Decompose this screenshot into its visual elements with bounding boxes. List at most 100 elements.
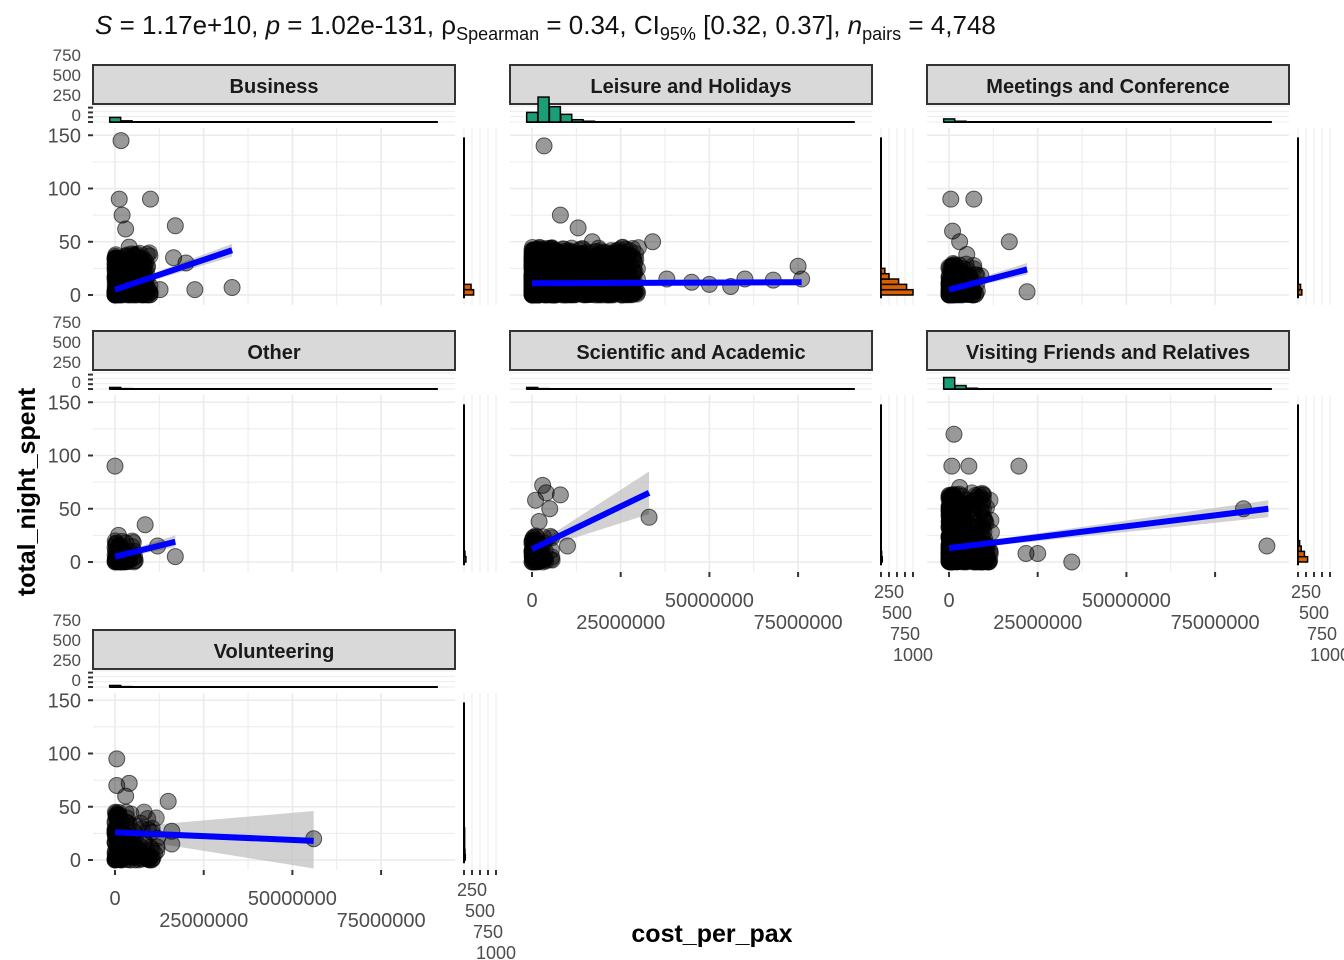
- right-hist-bar: [463, 283, 472, 291]
- marginal-y-tick-label: 250: [53, 86, 81, 105]
- regression-line: [114, 247, 234, 293]
- marginal-y-tick-label: 750: [53, 46, 81, 65]
- right-hist-bar: [463, 288, 475, 296]
- data-point: [562, 285, 580, 303]
- title-p-value: 1.02e-131: [309, 10, 427, 40]
- data-point: [120, 238, 138, 256]
- y-tick-label: 150: [48, 690, 81, 712]
- data-point: [141, 838, 159, 856]
- marginal-x-tick-label: 500: [1299, 603, 1329, 623]
- data-point: [561, 242, 579, 260]
- data-point: [123, 245, 141, 263]
- right-hist-bar: [1297, 283, 1302, 291]
- data-point: [599, 262, 617, 280]
- data-point: [530, 513, 548, 531]
- data-point: [528, 250, 546, 268]
- data-point: [945, 504, 963, 522]
- data-point: [569, 219, 587, 237]
- data-point: [1010, 457, 1028, 475]
- facet-strip-label: Leisure and Holidays: [590, 76, 791, 98]
- facet-strip-label: Visiting Friends and Relatives: [966, 342, 1250, 364]
- facet-panel-scientific-and-academic: Scientific and Academic: [509, 330, 914, 577]
- data-point: [127, 255, 145, 273]
- marginal-x-tick-label: 750: [1307, 624, 1337, 644]
- right-hist-bar: [1297, 555, 1309, 563]
- x-axis-title: cost_per_pax: [631, 920, 792, 948]
- right-hist-bar: [463, 550, 466, 558]
- x-tick-label: 50000000: [248, 888, 337, 910]
- right-hist-bar: [1297, 550, 1306, 558]
- data-point: [186, 281, 204, 299]
- marginal-x-tick-label: 500: [465, 901, 495, 921]
- marginal-y-tick-label: 500: [53, 66, 81, 85]
- data-point: [223, 279, 241, 297]
- data-point: [132, 814, 150, 832]
- right-hist-bar: [1297, 545, 1302, 553]
- right-hist-bar: [1297, 539, 1301, 547]
- title-ci-value: [0.32, 0.37]: [703, 10, 834, 40]
- top-hist-bar: [942, 118, 956, 123]
- data-point: [166, 548, 184, 566]
- x-tick-label: 50000000: [1082, 590, 1171, 612]
- x-tick-label: 75000000: [1171, 612, 1260, 634]
- right-hist-bar: [880, 550, 883, 558]
- x-tick-label: 75000000: [754, 612, 843, 634]
- title-p-label: p: [265, 10, 281, 40]
- top-hist-bar: [965, 387, 979, 390]
- data-point: [628, 285, 646, 303]
- facet-strip-label: Scientific and Academic: [576, 342, 805, 364]
- marginal-y-tick-label: 250: [53, 651, 81, 670]
- data-point: [117, 220, 135, 238]
- marginal-x-tick-label: 1000: [893, 645, 933, 665]
- data-point: [159, 792, 177, 810]
- data-point: [1000, 233, 1018, 251]
- title-ci-label: CI: [633, 10, 660, 40]
- data-point: [1258, 537, 1276, 555]
- facet-strip-label: Other: [247, 342, 301, 364]
- data-point: [141, 190, 159, 208]
- title-ci-sub: 95%: [659, 24, 696, 44]
- marginal-y-tick-label: 250: [53, 353, 81, 372]
- top-hist-bar: [559, 113, 573, 123]
- data-point: [951, 233, 969, 251]
- title-s-value: 1.17e+10: [141, 10, 252, 40]
- data-point: [951, 478, 969, 496]
- data-point: [535, 137, 553, 155]
- data-point: [640, 508, 658, 526]
- marginal-x-tick-label: 250: [874, 582, 904, 602]
- title-rho-label: ρ: [441, 10, 457, 40]
- facet-panel-meetings-and-conference: Meetings and Conference: [926, 64, 1331, 305]
- data-point: [975, 552, 993, 570]
- right-hist-bar: [880, 288, 914, 296]
- data-point: [108, 750, 126, 768]
- marginal-y-tick-label: 500: [53, 333, 81, 352]
- right-hist-bar: [880, 272, 890, 280]
- facet-strip: [92, 64, 456, 105]
- facet-panel-leisure-and-holidays: Leisure and Holidays: [509, 64, 914, 305]
- x-tick-label: 0: [109, 888, 120, 910]
- top-hist-bar: [548, 105, 562, 123]
- facet-panel-visiting-friends-and-relatives: Visiting Friends and Relatives: [926, 330, 1331, 577]
- top-hist-bar: [525, 386, 539, 390]
- top-hist-bar: [582, 120, 596, 123]
- regression-line: [531, 279, 802, 287]
- title-n-value: 4,748: [930, 10, 996, 40]
- data-point: [1029, 544, 1047, 562]
- title-rho-sub: Spearman: [456, 24, 540, 44]
- x-tick-label: 75000000: [337, 910, 426, 932]
- x-tick-label: 0: [526, 590, 537, 612]
- marginal-x-tick-label: 250: [457, 880, 487, 900]
- marginal-y-tick-label: 0: [72, 106, 81, 125]
- data-point: [583, 233, 601, 251]
- facet-strip-label: Volunteering: [214, 641, 335, 663]
- top-hist-bar: [120, 120, 133, 123]
- facet-panel-other: Other: [88, 330, 497, 572]
- right-hist-bar: [463, 827, 466, 851]
- chart-title: S = 1.17e+10, p = 1.02e-131, ρSpearman =…: [95, 10, 996, 44]
- y-tick-label: 100: [48, 179, 81, 201]
- marginal-y-tick-label: 0: [72, 671, 81, 690]
- marginal-x-tick-label: 500: [882, 603, 912, 623]
- marginal-x-tick-label: 1000: [476, 943, 516, 960]
- data-point: [974, 486, 992, 504]
- data-point: [551, 206, 569, 224]
